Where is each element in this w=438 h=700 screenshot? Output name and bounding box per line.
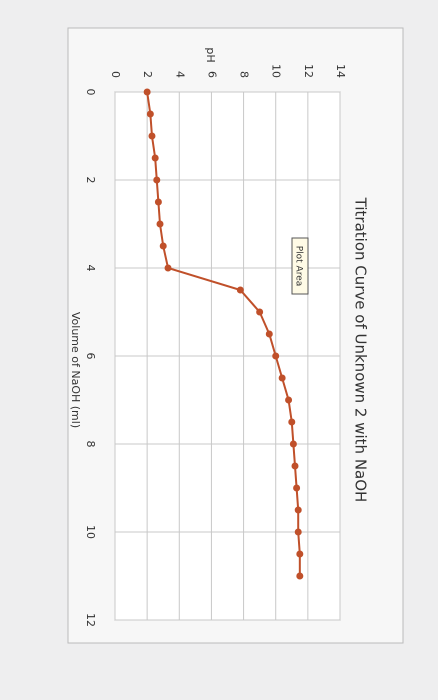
data-point [285, 396, 293, 404]
data-point [296, 550, 304, 558]
tooltip: Plot Area [294, 246, 304, 287]
data-point [164, 264, 172, 272]
data-point [153, 176, 161, 184]
x-axis-label: Volume of NaOH (ml) [69, 312, 82, 428]
x-tick-label: 10 [84, 525, 97, 539]
data-point [294, 506, 302, 514]
data-point [296, 572, 304, 580]
rotated-chart: Titration Curve of Unknown 2 with NaOH V… [69, 47, 370, 627]
chart-title: Titration Curve of Unknown 2 with NaOH [352, 197, 370, 503]
data-point [156, 220, 164, 228]
data-point [293, 484, 301, 492]
y-tick-label: 0 [109, 71, 122, 78]
y-tick-label: 6 [205, 71, 218, 78]
data-point [236, 286, 244, 294]
data-point [151, 154, 159, 162]
data-point [278, 374, 286, 382]
x-tick-label: 2 [84, 177, 97, 184]
y-tick-label: 12 [302, 64, 315, 78]
data-point [159, 242, 167, 250]
data-point [143, 88, 151, 96]
y-tick-label: 14 [334, 64, 347, 78]
x-tick-label: 8 [84, 441, 97, 448]
data-point [154, 198, 162, 206]
data-point [291, 462, 299, 470]
y-tick-label: 2 [141, 71, 154, 78]
tooltip-box [291, 237, 309, 295]
x-tick-label: 0 [84, 89, 97, 96]
data-point [256, 308, 264, 316]
x-tick-label: 4 [84, 265, 97, 272]
data-point [265, 330, 273, 338]
y-tick-label: 10 [270, 64, 283, 78]
x-tick-label: 6 [84, 353, 97, 360]
data-point [148, 132, 156, 140]
data-point [272, 352, 280, 360]
y-tick-label: 8 [238, 71, 251, 78]
y-tick-label: 4 [173, 71, 186, 78]
y-axis-label: pH [204, 47, 217, 62]
data-point [289, 440, 297, 448]
data-point [288, 418, 296, 426]
data-point [294, 528, 302, 536]
data-point [146, 110, 154, 118]
x-tick-label: 12 [84, 613, 97, 627]
